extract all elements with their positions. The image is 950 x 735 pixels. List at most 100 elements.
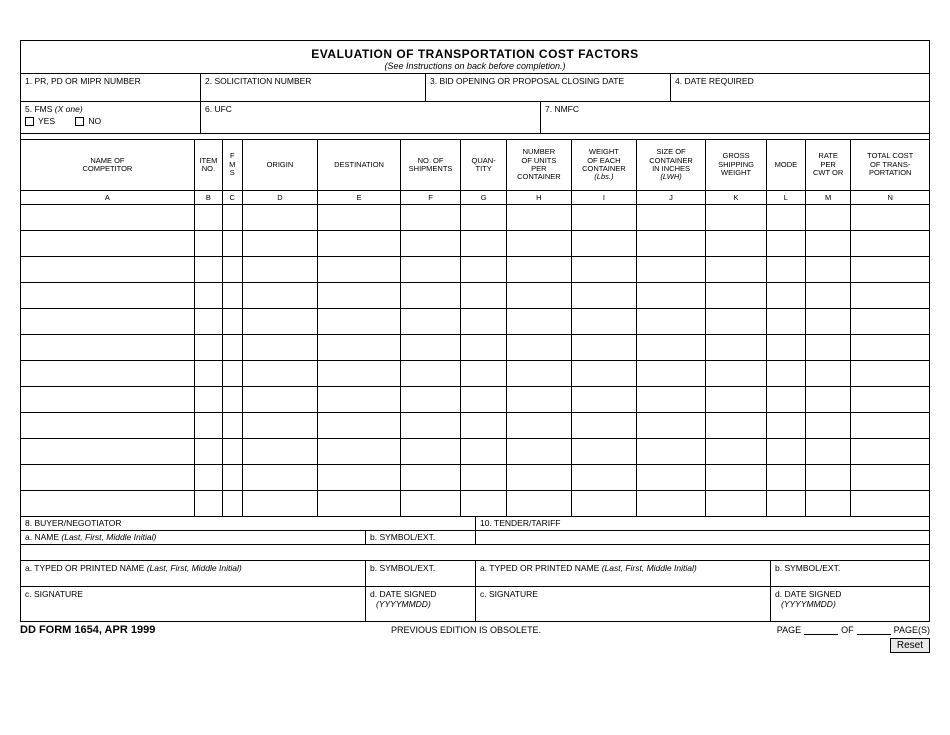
- table-cell[interactable]: [706, 412, 767, 438]
- field-tender-body[interactable]: [476, 531, 929, 545]
- table-cell[interactable]: [318, 308, 400, 334]
- table-cell[interactable]: [636, 204, 705, 230]
- fms-yes-checkbox[interactable]: YES: [25, 116, 55, 126]
- table-cell[interactable]: [636, 490, 705, 516]
- table-cell[interactable]: [706, 386, 767, 412]
- table-cell[interactable]: [571, 230, 636, 256]
- table-cell[interactable]: [400, 360, 461, 386]
- table-cell[interactable]: [242, 282, 318, 308]
- table-cell[interactable]: [400, 464, 461, 490]
- table-cell[interactable]: [636, 360, 705, 386]
- table-cell[interactable]: [194, 256, 222, 282]
- table-cell[interactable]: [571, 464, 636, 490]
- table-cell[interactable]: [461, 282, 507, 308]
- table-cell[interactable]: [706, 256, 767, 282]
- table-cell[interactable]: [223, 282, 243, 308]
- table-cell[interactable]: [400, 490, 461, 516]
- table-cell[interactable]: [766, 204, 805, 230]
- table-cell[interactable]: [461, 334, 507, 360]
- table-cell[interactable]: [571, 412, 636, 438]
- table-cell[interactable]: [636, 256, 705, 282]
- field-a-typed-right[interactable]: a. TYPED OR PRINTED NAME (Last, First, M…: [476, 561, 771, 587]
- table-cell[interactable]: [21, 204, 194, 230]
- table-cell[interactable]: [223, 204, 243, 230]
- table-cell[interactable]: [194, 282, 222, 308]
- table-cell[interactable]: [706, 334, 767, 360]
- table-cell[interactable]: [805, 438, 851, 464]
- table-cell[interactable]: [194, 386, 222, 412]
- table-cell[interactable]: [318, 438, 400, 464]
- table-cell[interactable]: [242, 334, 318, 360]
- table-cell[interactable]: [805, 204, 851, 230]
- table-cell[interactable]: [400, 282, 461, 308]
- table-cell[interactable]: [223, 386, 243, 412]
- table-cell[interactable]: [461, 464, 507, 490]
- table-cell[interactable]: [21, 412, 194, 438]
- table-cell[interactable]: [805, 360, 851, 386]
- table-cell[interactable]: [851, 464, 929, 490]
- table-cell[interactable]: [636, 308, 705, 334]
- table-cell[interactable]: [21, 256, 194, 282]
- table-cell[interactable]: [318, 334, 400, 360]
- fms-no-checkbox[interactable]: NO: [75, 116, 101, 126]
- table-cell[interactable]: [571, 204, 636, 230]
- table-cell[interactable]: [242, 490, 318, 516]
- table-cell[interactable]: [400, 204, 461, 230]
- table-cell[interactable]: [805, 282, 851, 308]
- table-cell[interactable]: [318, 204, 400, 230]
- table-cell[interactable]: [506, 386, 571, 412]
- table-cell[interactable]: [706, 360, 767, 386]
- table-cell[interactable]: [318, 464, 400, 490]
- table-cell[interactable]: [400, 308, 461, 334]
- table-cell[interactable]: [571, 386, 636, 412]
- table-cell[interactable]: [636, 386, 705, 412]
- table-cell[interactable]: [194, 360, 222, 386]
- table-cell[interactable]: [851, 282, 929, 308]
- table-cell[interactable]: [223, 360, 243, 386]
- table-cell[interactable]: [851, 204, 929, 230]
- table-cell[interactable]: [242, 412, 318, 438]
- table-cell[interactable]: [506, 438, 571, 464]
- table-cell[interactable]: [461, 438, 507, 464]
- table-cell[interactable]: [400, 386, 461, 412]
- table-cell[interactable]: [400, 256, 461, 282]
- table-cell[interactable]: [805, 490, 851, 516]
- table-cell[interactable]: [706, 282, 767, 308]
- table-cell[interactable]: [805, 464, 851, 490]
- table-cell[interactable]: [506, 256, 571, 282]
- table-cell[interactable]: [766, 464, 805, 490]
- table-cell[interactable]: [506, 230, 571, 256]
- table-cell[interactable]: [766, 438, 805, 464]
- table-cell[interactable]: [461, 412, 507, 438]
- table-cell[interactable]: [506, 360, 571, 386]
- table-cell[interactable]: [318, 412, 400, 438]
- table-cell[interactable]: [318, 282, 400, 308]
- table-cell[interactable]: [571, 438, 636, 464]
- table-cell[interactable]: [223, 490, 243, 516]
- table-cell[interactable]: [506, 308, 571, 334]
- table-cell[interactable]: [194, 464, 222, 490]
- table-cell[interactable]: [506, 334, 571, 360]
- page-num-input[interactable]: [804, 624, 838, 635]
- table-cell[interactable]: [851, 308, 929, 334]
- table-cell[interactable]: [242, 308, 318, 334]
- table-cell[interactable]: [636, 438, 705, 464]
- table-cell[interactable]: [461, 230, 507, 256]
- table-cell[interactable]: [223, 438, 243, 464]
- table-cell[interactable]: [706, 464, 767, 490]
- table-cell[interactable]: [223, 464, 243, 490]
- reset-button[interactable]: Reset: [890, 638, 930, 653]
- table-cell[interactable]: [318, 360, 400, 386]
- table-cell[interactable]: [194, 438, 222, 464]
- field-b-symbol-1[interactable]: b. SYMBOL/EXT.: [366, 531, 476, 545]
- table-cell[interactable]: [194, 230, 222, 256]
- table-cell[interactable]: [851, 256, 929, 282]
- table-cell[interactable]: [242, 386, 318, 412]
- field-4[interactable]: 4. DATE REQUIRED: [671, 74, 929, 102]
- table-cell[interactable]: [805, 256, 851, 282]
- table-cell[interactable]: [461, 308, 507, 334]
- table-cell[interactable]: [851, 438, 929, 464]
- table-cell[interactable]: [506, 490, 571, 516]
- table-cell[interactable]: [21, 386, 194, 412]
- table-cell[interactable]: [571, 334, 636, 360]
